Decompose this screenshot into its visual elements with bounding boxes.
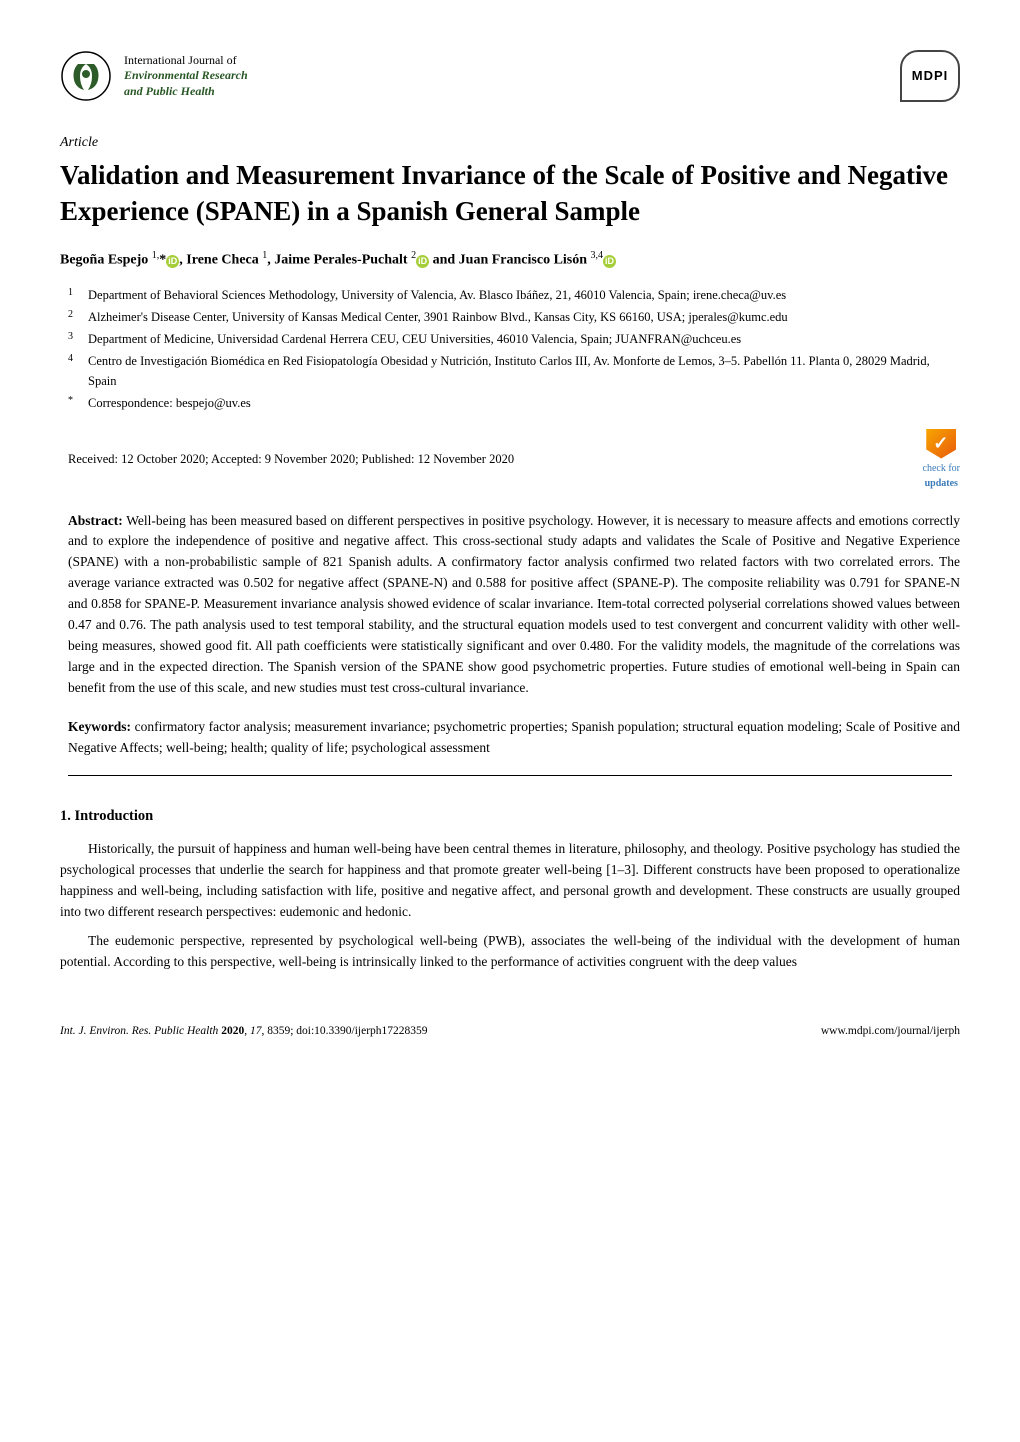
abstract-text: Well-being has been measured based on di… [68,513,960,695]
affiliation-row: *Correspondence: bespejo@uv.es [88,393,960,413]
affiliation-number: 3 [68,329,88,349]
affiliation-row: 1Department of Behavioral Sciences Metho… [88,285,960,305]
footer-doi: doi:10.3390/ijerph17228359 [296,1025,427,1037]
affiliations-block: 1Department of Behavioral Sciences Metho… [88,285,960,413]
affiliation-text: Centro de Investigación Biomédica en Red… [88,351,960,391]
affiliation-row: 4Centro de Investigación Biomédica en Re… [88,351,960,391]
body-paragraph: Historically, the pursuit of happiness a… [60,839,960,923]
body-paragraph: The eudemonic perspective, represented b… [60,931,960,973]
affiliation-text: Alzheimer's Disease Center, University o… [88,307,788,327]
check-updates-badge[interactable]: check for updates [923,429,960,491]
journal-block: International Journal of Environmental R… [60,50,248,102]
keywords-text: confirmatory factor analysis; measuremen… [68,719,960,755]
abstract-label: Abstract: [68,513,123,528]
article-type: Article [60,132,960,153]
check-updates-line1: check for [923,461,960,476]
mdpi-logo: MDPI [900,50,960,102]
affiliation-text: Department of Behavioral Sciences Method… [88,285,786,305]
affiliation-number: * [68,393,88,413]
footer-article-num: 8359 [267,1025,290,1037]
affiliation-row: 2Alzheimer's Disease Center, University … [88,307,960,327]
journal-main-line-1: Environmental Research [124,68,248,84]
journal-top-line: International Journal of [124,53,248,69]
check-mark-icon [926,429,956,459]
footer-year: 2020 [221,1025,244,1037]
section-divider [68,775,952,776]
footer-citation: Int. J. Environ. Res. Public Health 2020… [60,1023,428,1040]
publisher-name: MDPI [912,66,949,86]
affiliation-text: Department of Medicine, Universidad Card… [88,329,741,349]
section-heading: 1. Introduction [60,806,960,828]
affiliation-text: Correspondence: bespejo@uv.es [88,393,251,413]
affiliation-number: 2 [68,307,88,327]
abstract-block: Abstract: Well-being has been measured b… [68,511,960,699]
footer-journal: Int. J. Environ. Res. Public Health [60,1025,218,1037]
header-row: International Journal of Environmental R… [60,50,960,102]
body-text: Historically, the pursuit of happiness a… [60,839,960,973]
page-footer: Int. J. Environ. Res. Public Health 2020… [60,1023,960,1040]
article-title: Validation and Measurement Invariance of… [60,157,960,230]
keywords-block: Keywords: confirmatory factor analysis; … [68,717,960,759]
journal-main-line-2: and Public Health [124,84,248,100]
dates-text: Received: 12 October 2020; Accepted: 9 N… [68,450,514,469]
keywords-label: Keywords: [68,719,131,734]
journal-info: International Journal of Environmental R… [124,53,248,100]
affiliation-number: 1 [68,285,88,305]
dates-row: Received: 12 October 2020; Accepted: 9 N… [68,429,960,491]
footer-url[interactable]: www.mdpi.com/journal/ijerph [821,1023,960,1040]
authors-line: Begoña Espejo 1,*iD, Irene Checa 1, Jaim… [60,248,960,271]
journal-url-link[interactable]: www.mdpi.com/journal/ijerph [821,1025,960,1037]
affiliation-number: 4 [68,351,88,391]
footer-volume: 17 [250,1025,262,1037]
check-updates-line2: updates [925,476,958,491]
affiliation-row: 3Department of Medicine, Universidad Car… [88,329,960,349]
journal-logo-icon [60,50,112,102]
